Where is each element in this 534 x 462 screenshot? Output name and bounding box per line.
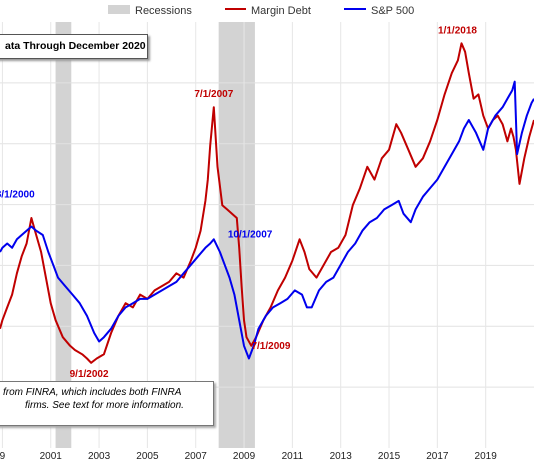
series-line-margin-debt — [0, 42, 534, 364]
x-tick-label: 2003 — [88, 451, 111, 462]
x-tick-label: 2005 — [136, 451, 159, 462]
series-line-s-p-500 — [0, 80, 534, 360]
data-range-note: ata Through December 2020 — [0, 34, 148, 59]
x-axis-ticks: 9 2001 2003 2005 2007 2009 2011 2013 2015 2017 201… — [0, 451, 497, 462]
series-lines — [0, 42, 534, 364]
x-tick-label: 2017 — [426, 451, 449, 462]
legend-label-margin-debt: Margin Debt — [251, 5, 311, 17]
footnote-line-1: from FINRA, which includes both FINRA — [3, 387, 182, 398]
source-footnote: from FINRA, which includes both FINRA fi… — [0, 381, 214, 426]
legend-label-recessions: Recessions — [135, 5, 192, 17]
x-tick-label: 2001 — [40, 451, 63, 462]
annotation-label: 7/1/2009 — [251, 341, 290, 352]
x-tick-label: 2015 — [378, 451, 401, 462]
x-tick-label: 2019 — [475, 451, 498, 462]
annotation-label: 1/1/2018 — [438, 25, 477, 36]
annotation-label: 10/1/2007 — [228, 229, 273, 240]
x-tick-label: 2009 — [233, 451, 256, 462]
annotation-label: 3/8/1/2000 — [0, 189, 35, 200]
recession-bands — [55, 22, 255, 448]
annotations: 3/8/1/2000 9/1/2002 7/1/2007 10/1/2007 7/1/2… — [0, 25, 477, 380]
legend-label-sp500: S&P 500 — [371, 5, 414, 17]
x-tick-label: 9 — [0, 451, 6, 462]
footnote-line-2: firms. See text for more information. — [25, 400, 184, 411]
x-tick-label: 2011 — [282, 451, 304, 462]
legend: Recessions Margin Debt S&P 500 — [108, 5, 414, 17]
legend-swatch-recessions — [108, 5, 130, 14]
x-tick-label: 2013 — [330, 451, 353, 462]
recession-band-1 — [218, 22, 255, 448]
annotation-label: 7/1/2007 — [194, 89, 233, 100]
annotation-label: 9/1/2002 — [70, 369, 109, 380]
grid-lines — [0, 22, 534, 448]
x-tick-label: 2007 — [185, 451, 208, 462]
